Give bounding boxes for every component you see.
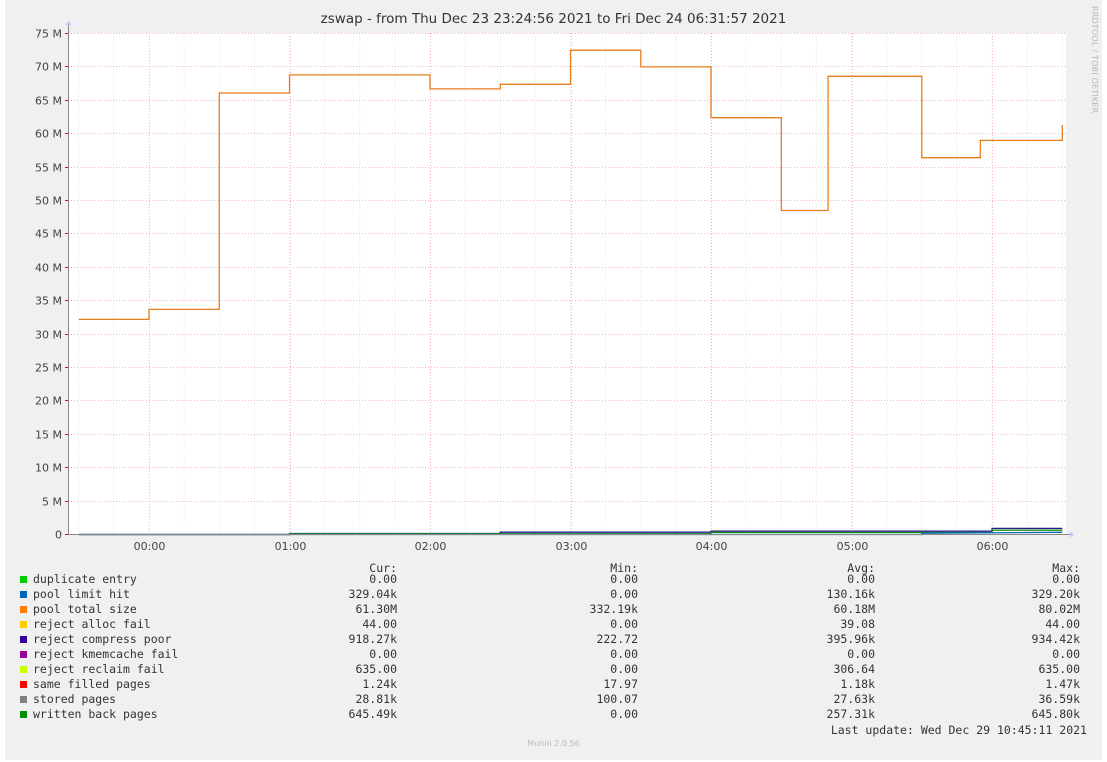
legend-series-name: written back pages [33,707,158,721]
legend-series-name: reject kmemcache fail [33,647,179,661]
legend-swatch [20,621,27,628]
legend-value-min: 17.97 [603,677,638,691]
legend-series-name: same filled pages [33,677,151,691]
legend-value-avg: 130.16k [826,587,875,601]
legend-swatch [20,711,27,718]
rrdtool-credit: RRDTOOL / TOBI OETIKER [1090,6,1099,114]
x-tick-label: 05:00 [837,540,869,553]
legend-value-cur: 0.00 [369,572,397,586]
y-tick-label: 0 [55,529,62,542]
last-update: Last update: Wed Dec 29 10:45:11 2021 [830,723,1087,737]
x-tick-label: 03:00 [556,540,588,553]
legend-header-avg: Avg: [847,561,875,575]
y-tick-label: 50 M [35,195,62,208]
y-tick-label: 55 M [35,162,62,175]
legend-value-cur: 329.04k [348,587,397,601]
legend-swatch [20,651,27,658]
legend-value-min: 0.00 [610,647,638,661]
legend-value-min: 100.07 [596,692,638,706]
series-pool-total-size-line [78,49,1063,321]
legend-value-min: 0.00 [610,572,638,586]
legend-swatch [20,681,27,688]
y-tick-label: 5 M [42,496,62,509]
legend-swatch [20,636,27,643]
legend-series-name: duplicate entry [33,572,137,586]
legend-value-avg: 60.18M [833,602,875,616]
y-tick-label: 65 M [35,95,62,108]
y-tick-label: 20 M [35,395,62,408]
legend-value-avg: 395.96k [826,632,875,646]
legend-value-avg: 0.00 [847,572,875,586]
legend-value-min: 332.19k [589,602,638,616]
legend-value-cur: 1.24k [362,677,397,691]
legend-value-max: 0.00 [1052,647,1080,661]
legend-series-name: pool total size [33,602,137,616]
legend-value-cur: 28.81k [355,692,397,706]
legend-header-max: Max: [1052,561,1080,575]
y-tick-label: 25 M [35,362,62,375]
legend-value-cur: 645.49k [348,707,397,721]
legend-series-name: stored pages [33,692,117,706]
y-tick-label: 45 M [35,228,62,241]
x-tick-label: 00:00 [134,540,166,553]
legend-value-min: 222.72 [596,632,638,646]
legend-value-cur: 635.00 [355,662,397,676]
legend-header-cur: Cur: [369,561,397,575]
legend-value-max: 44.00 [1045,617,1080,631]
legend-value-min: 0.00 [610,587,638,601]
munin-version: Munin 2.0.56 [527,739,580,748]
legend-value-max: 635.00 [1038,662,1080,676]
legend-value-avg: 257.31k [826,707,875,721]
legend-header-min: Min: [610,561,638,575]
legend-value-cur: 44.00 [362,617,397,631]
x-axis-arrow [1070,531,1074,538]
y-tick-label: 15 M [35,429,62,442]
legend-series-name: reject alloc fail [33,617,151,631]
legend-value-max: 934.42k [1031,632,1080,646]
legend-value-max: 329.20k [1031,587,1080,601]
legend-value-avg: 306.64 [833,662,875,676]
y-tick-label: 10 M [35,462,62,475]
legend-value-max: 36.59k [1038,692,1080,706]
y-tick-label: 40 M [35,262,62,275]
x-tick-label: 04:00 [696,540,728,553]
y-tick-label: 75 M [35,28,62,41]
x-tick-label: 02:00 [415,540,447,553]
y-tick-label: 60 M [35,128,62,141]
legend-value-avg: 39.08 [840,617,875,631]
y-tick-label: 30 M [35,329,62,342]
legend-value-cur: 918.27k [348,632,397,646]
legend-value-avg: 0.00 [847,647,875,661]
legend-swatch [20,696,27,703]
legend-series-name: pool limit hit [33,587,130,601]
legend-swatch [20,606,27,613]
y-tick-label: 70 M [35,61,62,74]
legend-swatch [20,666,27,673]
legend-series-name: reject reclaim fail [33,662,165,676]
y-axis-arrow [65,21,72,25]
legend-value-cur: 0.00 [369,647,397,661]
legend-value-max: 0.00 [1052,572,1080,586]
legend-value-max: 1.47k [1045,677,1080,691]
legend-value-avg: 1.18k [840,677,875,691]
legend-value-max: 645.80k [1031,707,1080,721]
legend-swatch [20,576,27,583]
legend-value-max: 80.02M [1038,602,1080,616]
chart-title: zswap - from Thu Dec 23 23:24:56 2021 to… [320,11,787,27]
legend-series-name: reject compress poor [33,632,172,646]
legend-value-avg: 27.63k [833,692,875,706]
legend-value-min: 0.00 [610,662,638,676]
legend-value-cur: 61.30M [355,602,397,616]
y-tick-label: 35 M [35,295,62,308]
x-tick-label: 06:00 [977,540,1009,553]
legend-swatch [20,591,27,598]
legend-value-min: 0.00 [610,617,638,631]
x-tick-label: 01:00 [275,540,307,553]
plot-canvas [68,33,1066,534]
legend-value-min: 0.00 [610,707,638,721]
